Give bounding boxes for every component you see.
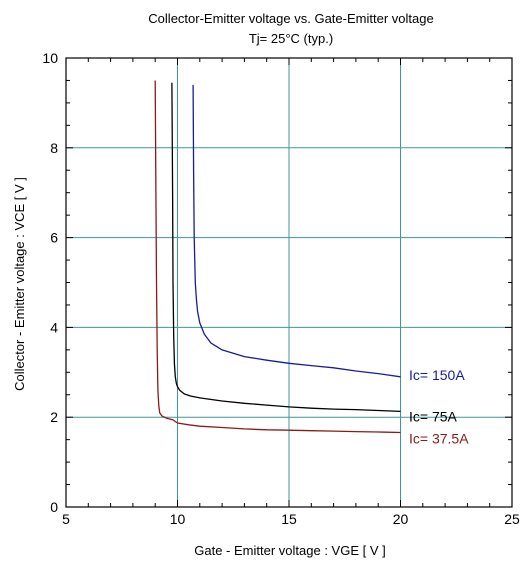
series-label: Ic= 75A (409, 408, 458, 424)
grid (66, 58, 512, 507)
x-tick-label: 25 (504, 511, 520, 527)
y-tick-label: 8 (50, 140, 58, 156)
x-tick-label: 20 (393, 511, 409, 527)
y-tick-label: 2 (50, 409, 58, 425)
series-labels: Ic= 150A Ic= 75A Ic= 37.5A (409, 367, 469, 447)
series-layer (154, 80, 401, 434)
tick-labels: 5 10 15 20 25 0 2 4 6 8 10 (42, 50, 520, 527)
series-line (171, 82, 401, 413)
x-tick-label: 15 (281, 511, 297, 527)
y-tick-label: 6 (50, 230, 58, 246)
series-line (192, 84, 401, 378)
y-tick-label: 0 (50, 499, 58, 515)
y-tick-label: 10 (42, 50, 58, 66)
x-tick-label: 10 (170, 511, 186, 527)
chart-subtitle: Tj= 25°C (typ.) (249, 31, 333, 46)
y-tick-label: 4 (50, 319, 58, 335)
plot-frame (65, 57, 513, 508)
x-axis-label: Gate - Emitter voltage : VGE [ V ] (194, 543, 385, 558)
ticks (65, 57, 513, 508)
x-tick-label: 5 (62, 511, 70, 527)
series-label: Ic= 150A (409, 367, 465, 383)
series-line (154, 80, 401, 434)
series-label: Ic= 37.5A (409, 430, 469, 446)
y-axis-label: Collector - Emitter voltage : VCE [ V ] (12, 177, 27, 391)
chart-title: Collector-Emitter voltage vs. Gate-Emitt… (148, 11, 433, 26)
